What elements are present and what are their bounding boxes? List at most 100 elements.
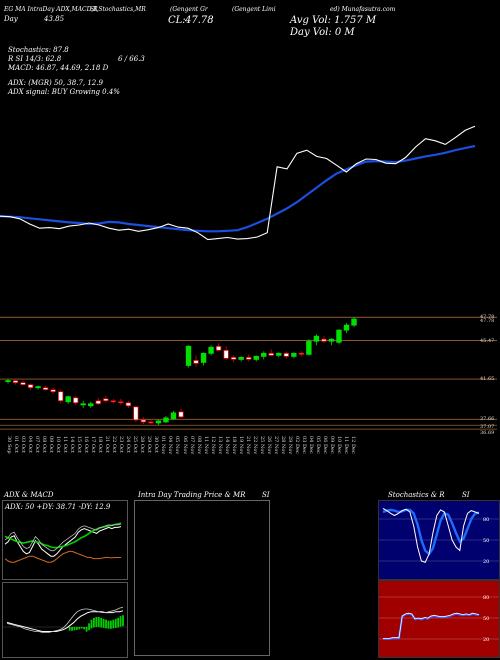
candle-body — [80, 403, 86, 406]
macd-histogram-bar — [105, 619, 107, 629]
adx-panel: ADX: 50 +DY: 38.71 -DY: 12.9 — [2, 500, 128, 580]
x-tick-label: 12 Nov — [209, 436, 216, 455]
x-tick-label: 30 Sep — [6, 436, 12, 454]
macd-histogram-bar — [109, 620, 112, 629]
candle-body — [65, 396, 71, 403]
price-level-label: 37.66 — [480, 416, 495, 423]
candle-body — [118, 401, 124, 404]
candle-body — [343, 324, 350, 331]
x-tick-label: 29 Nov — [286, 436, 293, 455]
macd-histogram-bar — [117, 617, 120, 628]
x-tick-label: 10 Oct — [55, 436, 62, 453]
candle-body — [351, 318, 357, 326]
x-tick-label: 18 Oct — [97, 436, 104, 453]
x-tick-label: 01 Nov — [160, 436, 167, 455]
x-tick-label: 02 Dec — [293, 436, 300, 454]
macd-histogram-bar — [107, 620, 110, 629]
candle-body — [20, 382, 26, 386]
rsi-plot: 80 50 20 — [379, 595, 499, 643]
macd-signal-line — [6, 610, 124, 632]
header-line-1e: ed) Munafasutra.com — [330, 6, 396, 13]
price-level-label: 45.47 — [480, 337, 495, 344]
stoch-tick-label: 20 — [483, 559, 489, 565]
stoch-tick-label: 50 — [483, 538, 489, 544]
day-value: 43.85 — [44, 15, 65, 23]
rsi-line — [383, 612, 480, 639]
macd-histogram-bar — [80, 627, 83, 629]
day-vol: Day Vol: 0 M — [290, 27, 355, 38]
candle-body — [50, 389, 56, 393]
x-tick-label: 19 Nov — [237, 436, 244, 455]
candle-body — [306, 340, 312, 355]
x-tick-label: 21 Nov — [244, 436, 251, 455]
macd-histogram-bar — [119, 616, 122, 627]
candle-body — [72, 397, 79, 404]
moving-average-line — [0, 144, 476, 233]
macd-readout: MACD: 46.87, 44.69, 2.18 D — [8, 64, 109, 72]
adx-aux-line — [4, 523, 122, 552]
candle-body — [223, 349, 229, 359]
candle-body — [155, 420, 162, 424]
macd-histogram-bar — [95, 617, 98, 627]
intraday-title-si: SI — [262, 491, 270, 499]
x-tick-label: 03 Dec — [300, 436, 307, 454]
x-axis-dates: 30 Sep 01 Oct 03 Oct 04 Oct 07 Oct 08 Oct 09 O… — [0, 436, 500, 496]
x-tick-label: 14 Nov — [223, 436, 230, 455]
candle-body — [5, 380, 11, 382]
x-tick-label: 08 Oct — [41, 436, 48, 453]
plus-di-line — [4, 526, 122, 557]
adx-values-readout: ADX: 50 +DY: 38.71 -DY: 12.9 — [5, 503, 111, 511]
x-tick-label: 09 Dec — [328, 436, 335, 454]
x-tick-label: 06 Dec — [321, 436, 328, 454]
header-line-1b: SI,Stochastics,MR — [90, 6, 146, 13]
candle-body — [208, 346, 214, 354]
candle-body — [261, 352, 267, 357]
candle-body — [230, 356, 237, 360]
x-tick-label: 13 Nov — [216, 436, 223, 455]
x-tick-label: 11 Nov — [202, 436, 209, 455]
candle-body — [185, 345, 192, 366]
x-tick-label: 29 Oct — [146, 436, 153, 453]
macd-histogram-bar — [85, 627, 88, 632]
x-tick-label: 11 Oct — [62, 436, 69, 453]
candle-body — [27, 384, 34, 389]
candle-body — [178, 411, 184, 418]
header-chart-name: EG MA IntraDay ADX,MACD,R — [4, 6, 98, 13]
x-tick-label: 09 Oct — [48, 436, 55, 453]
cl-value: 47.78 — [185, 15, 214, 26]
x-tick-label: 04 Nov — [167, 436, 174, 455]
macd-plot — [3, 606, 127, 633]
x-tick-label: 23 Oct — [118, 436, 125, 453]
main-price-chart — [0, 125, 497, 430]
x-tick-label: 07 Oct — [34, 436, 41, 453]
x-tick-label: 22 Nov — [251, 436, 258, 455]
rsi-blue-line — [383, 612, 480, 640]
stoch-rsi-title-si: SI — [462, 491, 470, 499]
adx-plot — [4, 522, 122, 563]
intraday-panel — [134, 500, 270, 656]
x-tick-label: 17 Oct — [90, 436, 97, 453]
candle-body — [291, 352, 297, 357]
header-line-1d: (Gengent Limi — [232, 6, 276, 13]
candle-body — [103, 398, 109, 402]
cl-label: CL: — [168, 15, 186, 26]
stoch-readout: Stochastics: 87.8 — [8, 46, 69, 54]
x-tick-label: 25 Nov — [258, 436, 265, 455]
macd-line — [6, 606, 124, 633]
x-tick-label: 22 Oct — [111, 436, 118, 453]
candle-body — [110, 400, 117, 403]
macd-histogram-bar — [122, 615, 124, 627]
x-tick-label: 14 Oct — [69, 436, 76, 453]
x-tick-label: 03 Oct — [20, 436, 27, 453]
candle-body — [12, 380, 19, 383]
stochastics-panel: 80 50 20 — [378, 500, 500, 580]
rsi-tick-label: 20 — [483, 637, 489, 643]
intraday-title: Intra Day Trading Price & MR — [138, 491, 246, 499]
x-tick-label: 07 Nov — [188, 436, 195, 455]
candle-body — [200, 352, 207, 363]
x-tick-label: 24 Oct — [125, 436, 132, 453]
candle-body — [148, 421, 154, 424]
rsi-tick-label: 80 — [483, 595, 489, 601]
price-level-label: 47.78 — [480, 318, 495, 325]
adx-signal: ADX signal: BUY Growing 0.4% — [8, 88, 120, 96]
